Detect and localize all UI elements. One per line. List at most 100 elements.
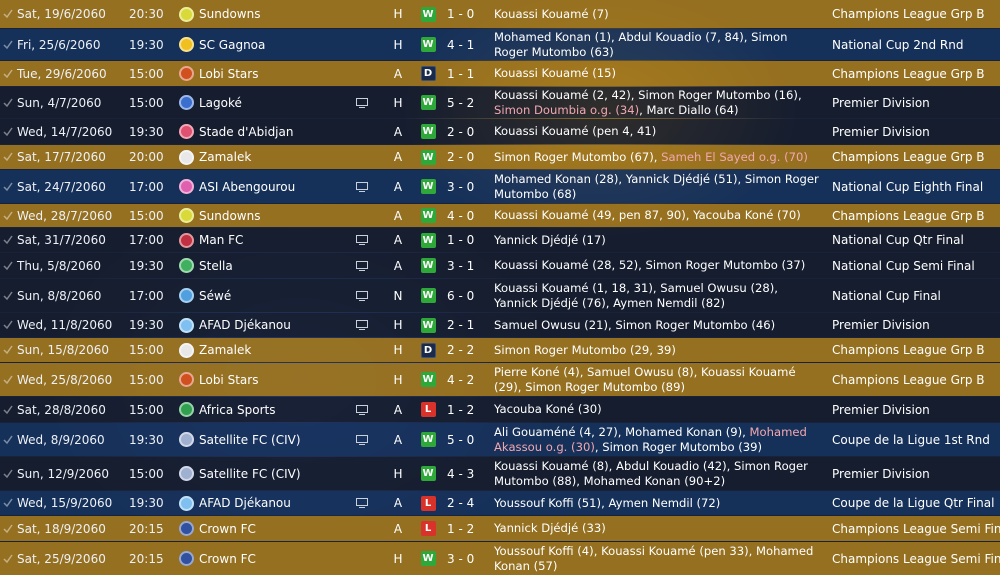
tv-broadcast-icon (354, 491, 370, 515)
competition-name[interactable]: Champions League Semi Fin... (832, 551, 1000, 566)
match-row[interactable]: Sat, 17/7/2060 20:00 Zamalek A W 2 - 0 Simon R… (0, 145, 1000, 169)
result-badge: L (419, 397, 437, 422)
club-crest-icon (176, 170, 196, 203)
result-letter: W (420, 6, 436, 22)
goal-scorers: Pierre Koné (4), Samuel Owusu (8), Kouas… (494, 363, 824, 396)
opponent-name[interactable]: Lobi Stars (199, 66, 259, 81)
competition-name[interactable]: Premier Division (832, 124, 930, 139)
opponent-name[interactable]: Sundowns (199, 208, 261, 223)
match-row[interactable]: Sat, 25/9/2060 20:15 Crown FC H W 3 - 0 Yousso… (0, 542, 1000, 575)
match-score[interactable]: 3 - 0 (447, 551, 475, 566)
match-row[interactable]: Sun, 15/8/2060 15:00 Zamalek H D 2 - 2 Simon R… (0, 338, 1000, 362)
goal-scorers: Mohamed Konan (1), Abdul Kouadio (7, 84)… (494, 29, 824, 60)
competition-name[interactable]: Premier Division (832, 318, 930, 332)
opponent-name[interactable]: Satellite FC (CIV) (199, 466, 301, 481)
venue-indicator: H (393, 95, 403, 110)
crest-shape (178, 372, 194, 387)
match-score[interactable]: 1 - 2 (447, 402, 475, 417)
match-score[interactable]: 2 - 2 (447, 343, 475, 357)
match-score[interactable]: 3 - 1 (447, 258, 475, 273)
match-score[interactable]: 4 - 0 (447, 208, 475, 223)
match-row[interactable]: Sat, 24/7/2060 17:00 ASI Abengourou A W 3 - 0… (0, 170, 1000, 203)
competition-name[interactable]: Premier Division (832, 402, 930, 417)
match-score[interactable]: 1 - 0 (447, 233, 475, 247)
match-time: 20:30 (129, 7, 164, 21)
opponent-name[interactable]: Lobi Stars (199, 372, 259, 387)
match-score[interactable]: 2 - 1 (447, 318, 475, 332)
match-score[interactable]: 4 - 3 (447, 466, 475, 481)
opponent-name[interactable]: Africa Sports (199, 402, 276, 417)
match-row[interactable]: Sat, 28/8/2060 15:00 Africa Sports A L 1 - 2 Y… (0, 397, 1000, 422)
crest-shape (178, 521, 194, 536)
opponent-name[interactable]: Crown FC (199, 551, 256, 566)
competition-name[interactable]: Champions League Grp B (832, 66, 985, 81)
match-row[interactable]: Sat, 19/6/2060 20:30 Sundowns H W 1 - 0 Kouass… (0, 0, 1000, 28)
match-row[interactable]: Sun, 12/9/2060 15:00 Satellite FC (CIV) H W 4… (0, 457, 1000, 490)
match-date: Sat, 31/7/2060 (17, 233, 106, 247)
opponent-name[interactable]: SC Gagnoa (199, 37, 266, 52)
result-badge: W (419, 170, 437, 203)
match-score[interactable]: 5 - 0 (447, 432, 475, 447)
match-row[interactable]: Wed, 25/8/2060 15:00 Lobi Stars H W 4 - 2 Pier… (0, 363, 1000, 396)
opponent-name[interactable]: Satellite FC (CIV) (199, 432, 301, 447)
crest-shape (178, 95, 194, 110)
opponent-name[interactable]: Crown FC (199, 521, 256, 536)
competition-name[interactable]: National Cup Eighth Final (832, 179, 984, 194)
match-score[interactable]: 5 - 2 (447, 95, 475, 110)
opponent-name[interactable]: AFAD Djékanou (199, 496, 291, 510)
competition-name[interactable]: National Cup Final (832, 288, 941, 303)
match-score[interactable]: 1 - 1 (447, 66, 475, 81)
competition-name[interactable]: National Cup Qtr Final (832, 233, 964, 247)
opponent-name[interactable]: Lagoké (199, 95, 242, 110)
opponent-name[interactable]: Stade d'Abidjan (199, 124, 294, 139)
opponent-name[interactable]: Séwé (199, 288, 232, 303)
opponent-name[interactable]: Zamalek (199, 343, 252, 357)
check-icon (0, 170, 16, 203)
match-row[interactable]: Sun, 8/8/2060 17:00 Séwé N W 6 - 0 Kouassi Kou… (0, 279, 1000, 312)
opponent-name[interactable]: Zamalek (199, 150, 252, 164)
opponent-name[interactable]: Sundowns (199, 7, 261, 21)
match-score[interactable]: 1 - 2 (447, 521, 475, 536)
match-row[interactable]: Sat, 31/7/2060 17:00 Man FC A W 1 - 0 Yannick … (0, 228, 1000, 252)
competition-name[interactable]: Champions League Grp B (832, 372, 985, 387)
competition-name[interactable]: National Cup Semi Final (832, 258, 975, 273)
match-row[interactable]: Thu, 5/8/2060 19:30 Stella A W 3 - 1 Kouassi K… (0, 253, 1000, 278)
result-letter: W (420, 37, 436, 52)
opponent-name[interactable]: ASI Abengourou (199, 179, 296, 194)
match-row[interactable]: Wed, 8/9/2060 19:30 Satellite FC (CIV) A W 5 … (0, 423, 1000, 456)
competition-name[interactable]: Premier Division (832, 466, 930, 481)
competition-name[interactable]: Coupe de la Ligue Qtr Final (832, 496, 995, 510)
match-row[interactable]: Sat, 18/9/2060 20:15 Crown FC A L 1 - 2 Yannic… (0, 516, 1000, 541)
competition-name[interactable]: Champions League Grp B (832, 208, 985, 223)
match-row[interactable]: Wed, 11/8/2060 19:30 AFAD Djékanou H W 2 - 1 S… (0, 313, 1000, 337)
match-score[interactable]: 2 - 4 (447, 496, 475, 510)
check-icon (0, 204, 16, 227)
crest-shape (178, 6, 194, 22)
opponent-name[interactable]: AFAD Djékanou (199, 318, 291, 332)
match-score[interactable]: 2 - 0 (447, 124, 475, 139)
match-row[interactable]: Sun, 4/7/2060 15:00 Lagoké H W 5 - 2 Kouassi K… (0, 87, 1000, 118)
match-score[interactable]: 3 - 0 (447, 179, 475, 194)
match-date: Wed, 28/7/2060 (17, 208, 113, 223)
match-score[interactable]: 1 - 0 (447, 7, 475, 21)
goal-scorers: Kouassi Kouamé (1, 18, 31), Samuel Owusu… (494, 279, 824, 312)
competition-name[interactable]: Champions League Grp B (832, 150, 985, 164)
competition-name[interactable]: National Cup 2nd Rnd (832, 37, 964, 52)
opponent-name[interactable]: Stella (199, 258, 233, 273)
opponent-name[interactable]: Man FC (199, 233, 244, 247)
competition-name[interactable]: Premier Division (832, 95, 930, 110)
match-row[interactable]: Wed, 15/9/2060 19:30 AFAD Djékanou A L 2 - 4 Y… (0, 491, 1000, 515)
result-badge: L (419, 491, 437, 515)
competition-name[interactable]: Coupe de la Ligue 1st Rnd (832, 432, 990, 447)
match-score[interactable]: 4 - 2 (447, 372, 475, 387)
match-row[interactable]: Wed, 14/7/2060 19:30 Stade d'Abidjan A W 2 - … (0, 119, 1000, 144)
match-score[interactable]: 4 - 1 (447, 37, 475, 52)
competition-name[interactable]: Champions League Semi Fin... (832, 521, 1000, 536)
match-row[interactable]: Fri, 25/6/2060 19:30 SC Gagnoa H W 4 - 1 Moham… (0, 29, 1000, 60)
match-score[interactable]: 6 - 0 (447, 288, 475, 303)
competition-name[interactable]: Champions League Grp B (832, 343, 985, 357)
match-score[interactable]: 2 - 0 (447, 150, 475, 164)
competition-name[interactable]: Champions League Grp B (832, 7, 985, 21)
match-row[interactable]: Tue, 29/6/2060 15:00 Lobi Stars A D 1 - 1 Koua… (0, 61, 1000, 86)
match-row[interactable]: Wed, 28/7/2060 15:00 Sundowns A W 4 - 0 Kouass… (0, 204, 1000, 227)
